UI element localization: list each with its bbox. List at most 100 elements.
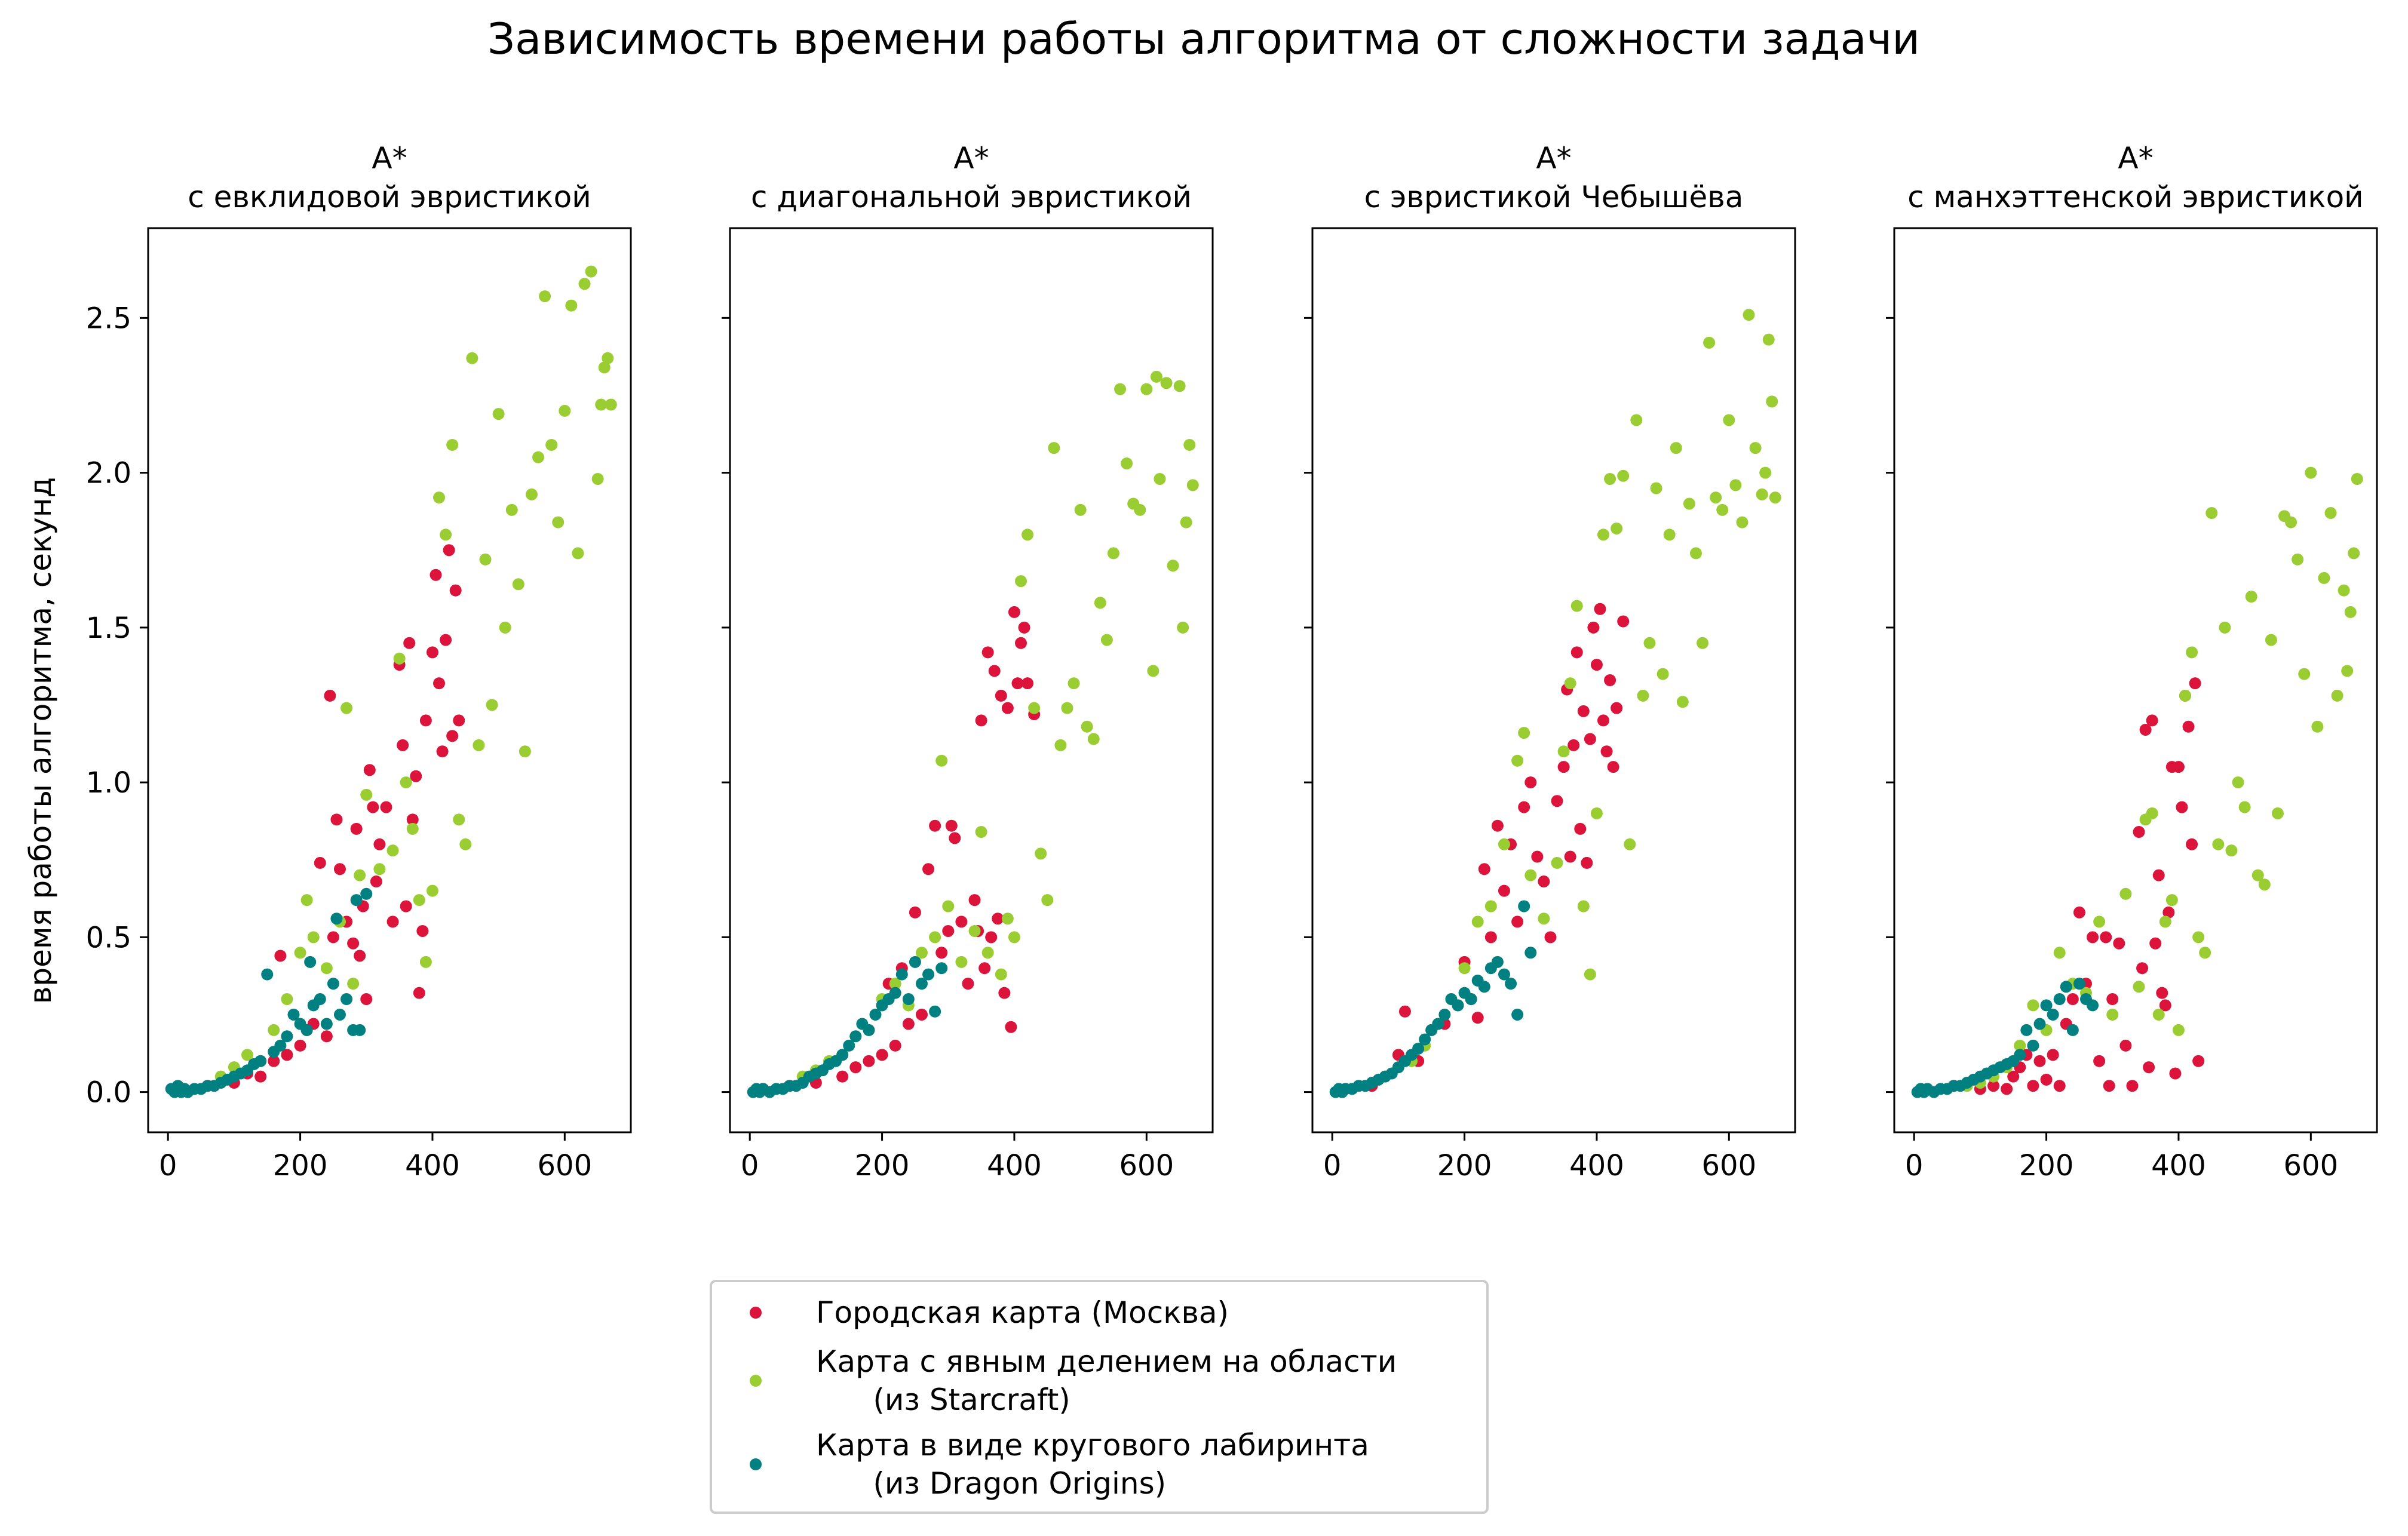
data-point	[1048, 442, 1060, 454]
data-point	[2305, 466, 2317, 479]
data-point	[2338, 584, 2350, 597]
data-point	[330, 813, 343, 826]
data-point	[998, 987, 1011, 999]
data-point	[2298, 668, 2311, 680]
legend-label: (из Starcraft)	[816, 1383, 1070, 1417]
data-point	[1022, 677, 1034, 690]
data-point	[2146, 807, 2158, 819]
data-point	[2162, 906, 2175, 918]
x-tick-label: 0	[741, 1149, 759, 1182]
data-point	[254, 1055, 267, 1067]
data-point	[327, 978, 339, 990]
data-point	[1637, 689, 1649, 702]
data-point	[1604, 674, 1616, 686]
data-point	[1643, 637, 1656, 649]
x-tick-label: 600	[1702, 1149, 1757, 1182]
data-point	[876, 1049, 888, 1061]
data-point	[1041, 894, 1054, 907]
data-point	[605, 398, 617, 411]
x-tick-label: 600	[2284, 1149, 2339, 1182]
data-point	[1465, 993, 1477, 1006]
data-point	[1154, 472, 1166, 485]
data-point	[2033, 1018, 2046, 1030]
data-point	[1518, 900, 1530, 913]
data-point	[1630, 414, 1643, 426]
data-point	[2106, 993, 2119, 1006]
data-point	[849, 1061, 862, 1074]
data-point	[591, 472, 604, 485]
data-point	[2159, 916, 2171, 928]
data-point	[1570, 646, 1583, 659]
data-point	[320, 1030, 333, 1043]
data-point	[1432, 1018, 1444, 1030]
data-point	[492, 408, 505, 420]
data-point	[2053, 1080, 2066, 1092]
data-point	[975, 714, 987, 727]
data-point	[1419, 1033, 1431, 1046]
data-point	[1524, 869, 1537, 881]
data-point	[843, 1039, 855, 1052]
data-point	[406, 813, 419, 826]
data-point	[2014, 1049, 2026, 1061]
data-point	[2165, 894, 2178, 907]
data-point	[1676, 696, 1689, 708]
data-point	[2047, 1049, 2059, 1061]
data-point	[942, 900, 955, 913]
data-point	[430, 569, 442, 581]
data-point	[955, 916, 968, 928]
data-point	[552, 516, 565, 529]
data-point	[1581, 856, 1593, 869]
data-point	[347, 978, 360, 990]
data-point	[347, 937, 360, 950]
data-point	[565, 299, 578, 312]
data-point	[2001, 1083, 2013, 1095]
data-point	[945, 819, 958, 832]
data-point	[539, 290, 551, 303]
data-point	[1412, 1043, 1425, 1055]
data-point	[2292, 553, 2304, 566]
series-dragon	[1911, 978, 2099, 1098]
data-point	[2251, 869, 2264, 881]
data-point	[2265, 634, 2277, 646]
data-point	[1505, 978, 1517, 990]
data-point	[578, 278, 591, 290]
data-point	[1604, 472, 1616, 485]
data-point	[1018, 621, 1030, 634]
legend-label: Городская карта (Москва)	[816, 1295, 1229, 1330]
data-point	[268, 1055, 280, 1067]
data-point	[1491, 956, 1504, 968]
data-point	[1398, 1005, 1411, 1018]
subplot-title-line: A*	[953, 141, 989, 176]
data-point	[2189, 677, 2201, 690]
data-point	[1491, 819, 1504, 832]
data-point	[446, 438, 459, 451]
data-point	[915, 947, 928, 959]
data-point	[1484, 931, 1497, 944]
data-point	[962, 978, 974, 990]
data-point	[2324, 507, 2337, 520]
data-point	[1074, 503, 1087, 516]
data-point	[2073, 978, 2085, 990]
data-point	[320, 962, 333, 975]
data-point	[2040, 999, 2053, 1012]
data-point	[274, 950, 287, 962]
data-point	[2225, 844, 2238, 857]
data-point	[985, 931, 998, 944]
legend-marker	[750, 1375, 762, 1387]
y-tick-label: 1.5	[86, 612, 131, 645]
data-point	[1594, 603, 1606, 615]
x-tick-label: 400	[1569, 1149, 1624, 1182]
data-point	[2073, 906, 2085, 918]
axes-frame	[729, 227, 1214, 1133]
data-point	[512, 578, 524, 591]
data-point	[440, 529, 452, 541]
y-tick-label: 1.0	[86, 766, 131, 800]
axes-frame	[1893, 227, 2378, 1133]
data-point	[1186, 479, 1199, 491]
data-point	[2139, 723, 2152, 736]
data-point	[2341, 665, 2354, 677]
data-point	[1683, 497, 1695, 510]
data-point	[294, 1039, 306, 1052]
data-point	[300, 1024, 313, 1036]
